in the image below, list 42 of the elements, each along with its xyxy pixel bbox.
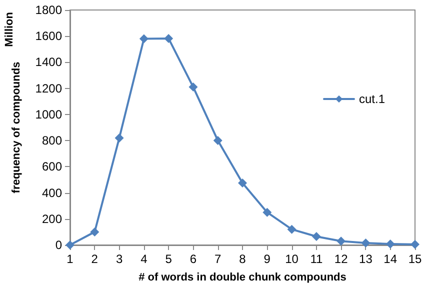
point	[114, 133, 124, 142]
x-tick-label: 7	[214, 252, 222, 266]
x-tick-label: 2	[91, 252, 98, 266]
point	[336, 236, 346, 246]
point	[312, 232, 321, 242]
y-tick-label: 600	[42, 160, 62, 174]
point	[164, 34, 174, 43]
y-tick-label: 800	[42, 134, 62, 148]
y-tick-label: 1000	[35, 107, 62, 122]
point	[361, 238, 370, 248]
x-axis-title: # of words in double chunk compounds	[138, 272, 346, 284]
y-tick-label: 1600	[35, 29, 62, 44]
y-tick-label: 0	[55, 238, 62, 252]
point	[262, 208, 272, 217]
point	[188, 82, 198, 92]
y-tick-label: 1800	[35, 3, 62, 17]
x-tick-label: 14	[384, 252, 398, 266]
x-tick-label: 4	[140, 252, 148, 266]
y-tick-label: 1200	[35, 81, 62, 96]
x-tick-label: 8	[239, 252, 246, 266]
x-tick-label: 1	[66, 252, 74, 266]
x-tick-label: 10	[285, 252, 299, 266]
text: Million	[4, 12, 16, 47]
x-tick-label: 11	[310, 252, 323, 266]
x-tick-label: 15	[408, 252, 422, 266]
point	[139, 34, 148, 44]
x-tick-label: 3	[116, 252, 123, 266]
y-tick-label: 400	[42, 186, 62, 200]
point	[238, 178, 247, 188]
legend-label: cut.1	[358, 92, 386, 106]
x-tick-label: 12	[334, 252, 348, 266]
x-tick-label: 5	[165, 252, 172, 266]
y-tick-label: 200	[42, 212, 62, 226]
point	[386, 239, 395, 248]
point	[213, 136, 222, 146]
y-axis-title: frequency of compounds	[10, 62, 22, 194]
point	[287, 224, 296, 234]
x-tick-label: 13	[359, 252, 373, 266]
point	[90, 227, 100, 236]
y-tick-label: 1400	[35, 55, 62, 70]
x-tick-label: 9	[264, 252, 271, 266]
x-tick-label: 6	[190, 252, 197, 266]
